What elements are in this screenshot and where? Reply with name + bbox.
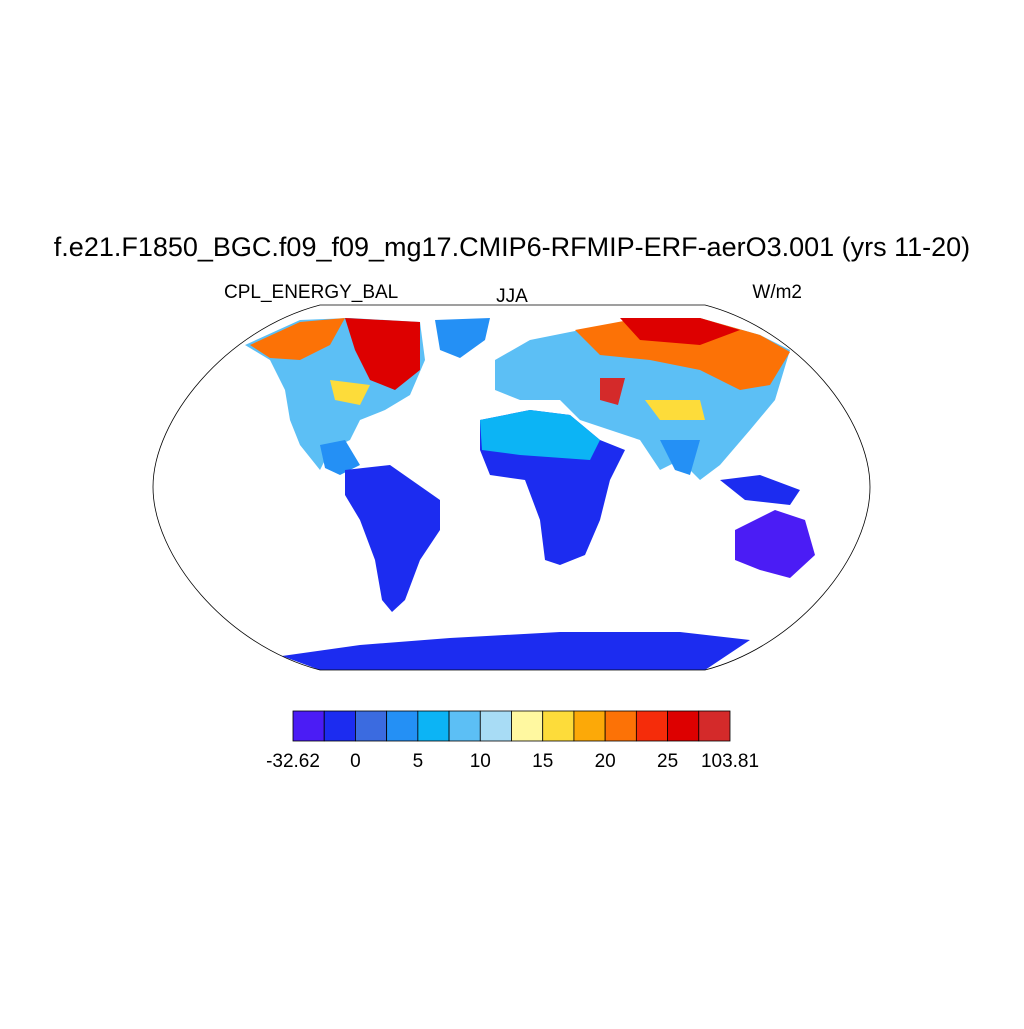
- colorbar-label: 15: [532, 751, 553, 772]
- colorbar-box: [604, 710, 637, 742]
- colorbar-box: [635, 710, 668, 742]
- region-hot: [345, 318, 420, 390]
- colorbar-label: -32.62: [266, 751, 320, 772]
- colorbar-box: [667, 710, 700, 742]
- colorbar-box: [355, 710, 388, 742]
- colorbar-box: [542, 710, 575, 742]
- colorbar-box: [479, 710, 512, 742]
- colorbar-label: 20: [595, 751, 616, 772]
- india: [660, 440, 700, 475]
- map: [152, 304, 871, 671]
- maritime-asia: [720, 475, 800, 505]
- central-america: [320, 440, 360, 475]
- region-hot: [600, 378, 625, 405]
- colorbar-label: 0: [350, 751, 361, 772]
- antarctica: [282, 632, 750, 670]
- title: f.e21.F1850_BGC.f09_f09_mg17.CMIP6-RFMIP…: [54, 232, 970, 262]
- map-outline: [152, 304, 871, 671]
- colorbar-label: 5: [413, 751, 424, 772]
- right-string: W/m2: [752, 282, 802, 303]
- colorbar-box: [386, 710, 419, 742]
- colorbar-box: [323, 710, 356, 742]
- south-america: [345, 465, 440, 612]
- region-hot: [620, 318, 740, 345]
- colorbar-box: [292, 710, 325, 742]
- region-warm: [645, 400, 705, 420]
- colorbar-box: [573, 710, 606, 742]
- greenland: [435, 318, 490, 358]
- colorbar-label: 103.81: [701, 751, 759, 772]
- colorbar: -32.62 0 5 10 15 20 25 103.81: [266, 710, 759, 772]
- australia: [735, 510, 815, 578]
- sahara: [480, 410, 600, 460]
- left-string: CPL_ENERGY_BAL: [224, 282, 398, 303]
- colorbar-label: 10: [470, 751, 491, 772]
- colorbar-label: 25: [657, 751, 678, 772]
- colorbar-box: [417, 710, 450, 742]
- colorbar-box: [448, 710, 481, 742]
- colorbar-box: [698, 710, 731, 742]
- region-warm: [575, 318, 790, 390]
- region-warm: [330, 380, 370, 405]
- colorbar-box: [511, 710, 544, 742]
- region-warm: [250, 318, 345, 360]
- center-string: JJA: [496, 286, 528, 307]
